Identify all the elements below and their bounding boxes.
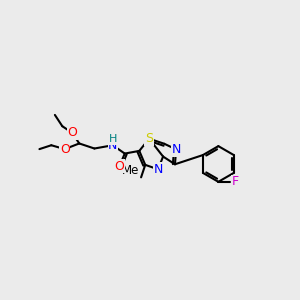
Text: N: N	[172, 143, 181, 156]
Text: Me: Me	[122, 164, 140, 177]
Text: S: S	[145, 132, 153, 145]
Text: N: N	[153, 163, 163, 176]
Text: O: O	[67, 126, 77, 139]
Text: O: O	[114, 160, 124, 173]
Text: F: F	[231, 175, 239, 188]
Text: N: N	[108, 139, 118, 152]
Text: O: O	[60, 142, 70, 156]
Text: H: H	[109, 134, 117, 144]
